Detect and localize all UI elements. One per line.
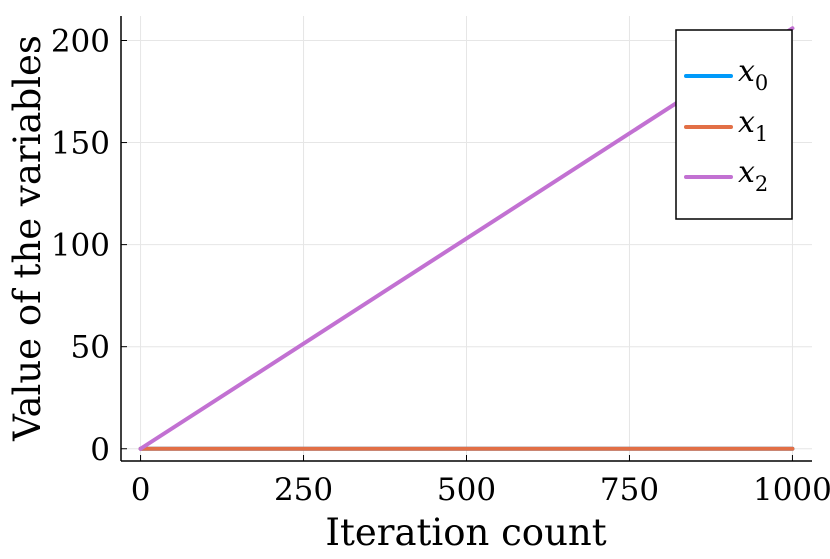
axes bbox=[120, 16, 812, 462]
legend-box bbox=[675, 29, 793, 220]
y-tick-label: 150 bbox=[51, 126, 110, 162]
y-axis-label: Value of the variables bbox=[6, 35, 49, 442]
legend-label-x1: x1 bbox=[738, 105, 768, 146]
y-tick-label: 0 bbox=[90, 432, 110, 468]
y-tick-label: 50 bbox=[71, 330, 110, 366]
y-tick-label: 200 bbox=[51, 23, 110, 59]
legend-label-x2: x2 bbox=[738, 155, 768, 196]
x-tick-label: 250 bbox=[274, 472, 333, 508]
legend: x0 x1 x2 bbox=[675, 29, 793, 220]
legend-label-x0: x0 bbox=[738, 54, 768, 95]
x-tick-label: 750 bbox=[600, 472, 659, 508]
y-tick-label: 100 bbox=[51, 228, 110, 264]
x-tick-label: 1000 bbox=[753, 472, 830, 508]
x-axis-label: Iteration count bbox=[325, 511, 606, 554]
x-tick-label: 500 bbox=[437, 472, 496, 508]
tick-labels: 0 250 500 750 1000 0 50 100 150 200 bbox=[51, 23, 830, 508]
x-tick-label: 0 bbox=[131, 472, 151, 508]
